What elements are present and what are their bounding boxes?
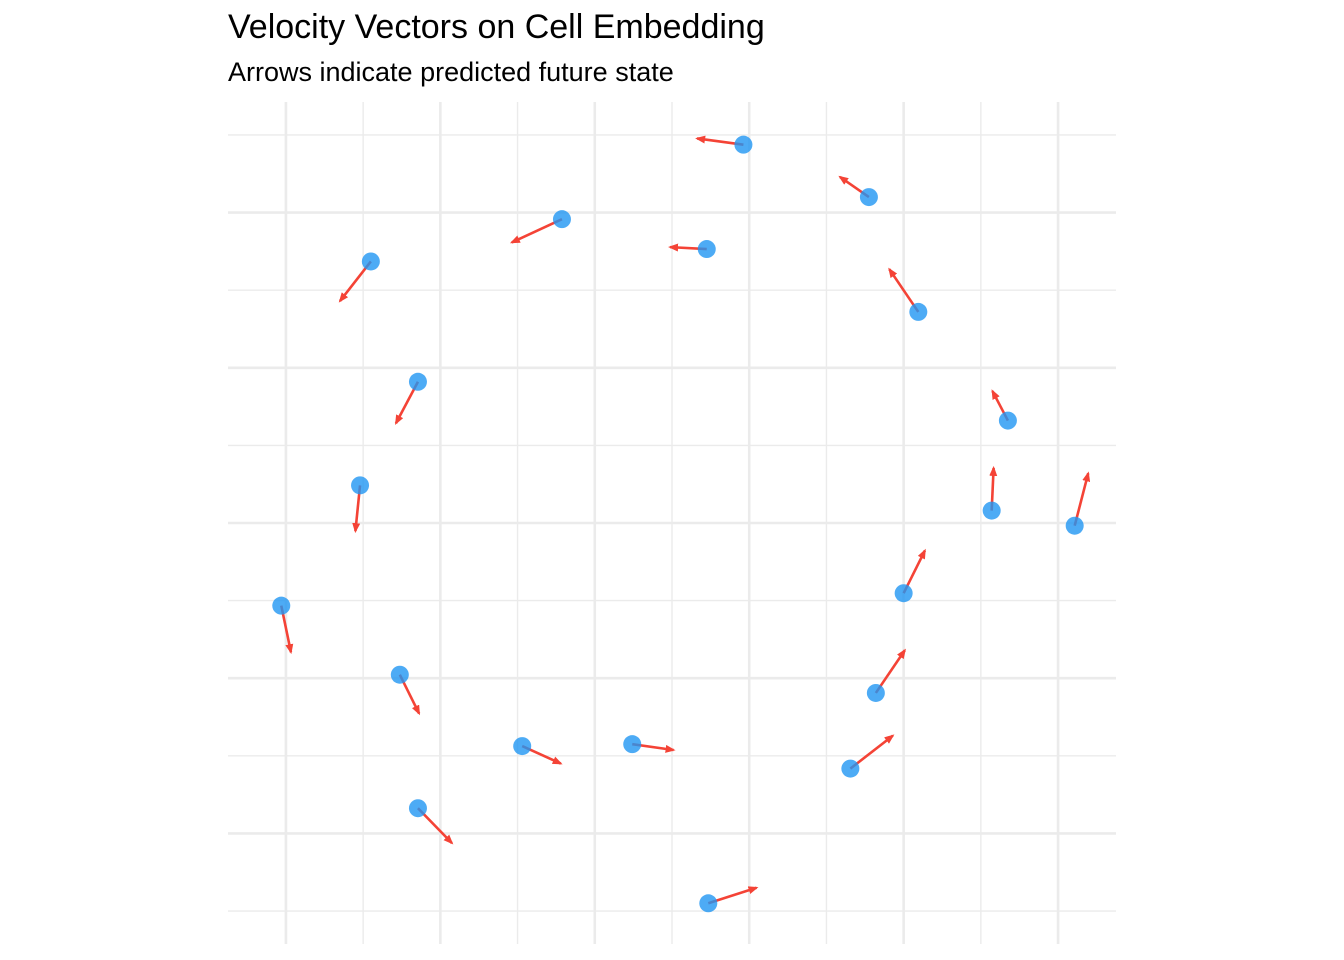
cell-point-18 — [841, 759, 860, 778]
cell-point-7 — [408, 372, 427, 391]
cell-point-5 — [361, 252, 380, 271]
cell-point-9 — [351, 476, 370, 495]
cell-point-15 — [390, 665, 409, 684]
cell-point-19 — [408, 799, 427, 818]
cell-point-8 — [998, 411, 1017, 430]
velocity-arrow-3 — [509, 218, 563, 244]
cell-point-3 — [552, 210, 571, 229]
cell-point-1 — [734, 135, 753, 154]
cell-point-14 — [866, 683, 885, 702]
cell-point-17 — [623, 735, 642, 754]
cell-point-11 — [1065, 516, 1084, 535]
chart-subtitle: Arrows indicate predicted future state — [228, 57, 674, 87]
cell-point-6 — [909, 302, 928, 321]
velocity-arrow-11 — [1073, 471, 1091, 527]
point-layer — [272, 135, 1084, 913]
cell-point-16 — [513, 737, 532, 756]
cell-point-2 — [859, 188, 878, 207]
chart-title: Velocity Vectors on Cell Embedding — [228, 8, 765, 46]
grid-layer — [228, 102, 1116, 944]
cell-point-4 — [697, 240, 716, 259]
arrow-layer — [280, 135, 1091, 905]
cell-point-10 — [982, 501, 1001, 520]
cell-point-12 — [894, 584, 913, 603]
cell-point-13 — [272, 596, 291, 615]
cell-point-20 — [699, 894, 718, 913]
